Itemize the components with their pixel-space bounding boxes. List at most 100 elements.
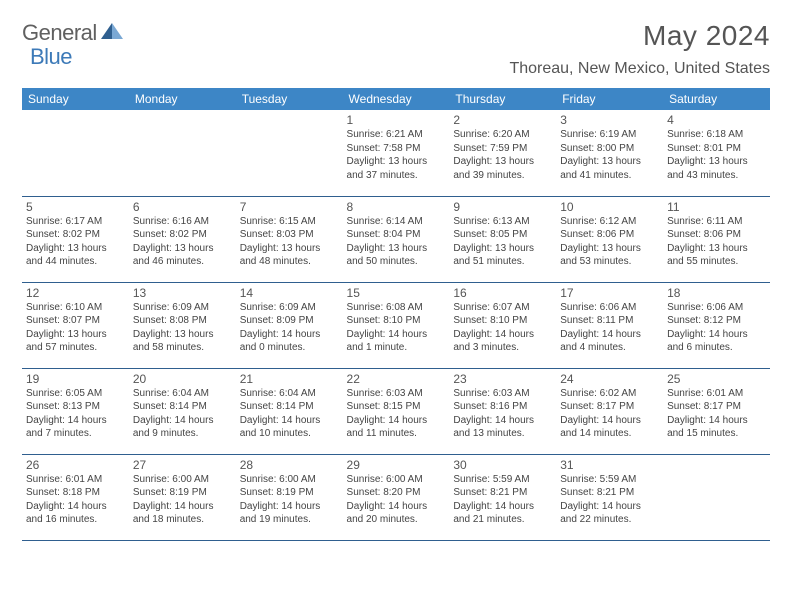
cell-sunrise: Sunrise: 6:20 AM [453,128,552,142]
calendar-body: 1Sunrise: 6:21 AMSunset: 7:58 PMDaylight… [22,110,770,540]
day-number: 25 [667,372,766,386]
calendar-cell: 31Sunrise: 5:59 AMSunset: 8:21 PMDayligh… [556,454,663,540]
brand-part1: General [22,20,97,46]
cell-sunrise: Sunrise: 6:03 AM [453,387,552,401]
cell-sunset: Sunset: 8:03 PM [240,228,339,242]
cell-daylight2: and 15 minutes. [667,427,766,441]
calendar-row: 19Sunrise: 6:05 AMSunset: 8:13 PMDayligh… [22,368,770,454]
cell-daylight1: Daylight: 14 hours [133,500,232,514]
cell-sunset: Sunset: 7:58 PM [347,142,446,156]
day-number: 7 [240,200,339,214]
calendar-cell: 24Sunrise: 6:02 AMSunset: 8:17 PMDayligh… [556,368,663,454]
cell-daylight1: Daylight: 13 hours [240,242,339,256]
day-number: 30 [453,458,552,472]
cell-daylight2: and 4 minutes. [560,341,659,355]
cell-sunset: Sunset: 8:00 PM [560,142,659,156]
cell-daylight1: Daylight: 14 hours [453,500,552,514]
day-number: 8 [347,200,446,214]
cell-daylight2: and 10 minutes. [240,427,339,441]
cell-sunrise: Sunrise: 6:03 AM [347,387,446,401]
calendar-cell: 28Sunrise: 6:00 AMSunset: 8:19 PMDayligh… [236,454,343,540]
cell-daylight2: and 3 minutes. [453,341,552,355]
dayheader-tue: Tuesday [236,88,343,110]
title-block: May 2024 Thoreau, New Mexico, United Sta… [509,20,770,78]
dayheader-mon: Monday [129,88,236,110]
calendar-cell: 30Sunrise: 5:59 AMSunset: 8:21 PMDayligh… [449,454,556,540]
calendar-cell: 17Sunrise: 6:06 AMSunset: 8:11 PMDayligh… [556,282,663,368]
cell-daylight2: and 43 minutes. [667,169,766,183]
cell-daylight1: Daylight: 14 hours [240,328,339,342]
dayheader-fri: Friday [556,88,663,110]
cell-daylight1: Daylight: 14 hours [240,500,339,514]
calendar-row: 1Sunrise: 6:21 AMSunset: 7:58 PMDaylight… [22,110,770,196]
calendar-cell: 26Sunrise: 6:01 AMSunset: 8:18 PMDayligh… [22,454,129,540]
cell-daylight2: and 37 minutes. [347,169,446,183]
day-number: 22 [347,372,446,386]
day-number: 21 [240,372,339,386]
day-number: 6 [133,200,232,214]
cell-sunrise: Sunrise: 6:19 AM [560,128,659,142]
cell-sunrise: Sunrise: 5:59 AM [560,473,659,487]
cell-daylight1: Daylight: 13 hours [26,328,125,342]
cell-daylight2: and 51 minutes. [453,255,552,269]
cell-daylight1: Daylight: 13 hours [26,242,125,256]
cell-daylight2: and 1 minute. [347,341,446,355]
cell-daylight1: Daylight: 14 hours [26,500,125,514]
day-number: 29 [347,458,446,472]
calendar-cell: 6Sunrise: 6:16 AMSunset: 8:02 PMDaylight… [129,196,236,282]
cell-daylight1: Daylight: 14 hours [560,414,659,428]
cell-sunrise: Sunrise: 6:00 AM [133,473,232,487]
cell-sunset: Sunset: 8:08 PM [133,314,232,328]
cell-sunrise: Sunrise: 6:14 AM [347,215,446,229]
cell-sunset: Sunset: 8:17 PM [560,400,659,414]
cell-daylight2: and 20 minutes. [347,513,446,527]
cell-sunset: Sunset: 8:14 PM [133,400,232,414]
cell-daylight1: Daylight: 14 hours [26,414,125,428]
cell-daylight2: and 44 minutes. [26,255,125,269]
cell-daylight1: Daylight: 13 hours [453,155,552,169]
brand-logo: General [22,20,125,46]
cell-daylight1: Daylight: 13 hours [560,155,659,169]
cell-sunrise: Sunrise: 6:00 AM [240,473,339,487]
cell-sunset: Sunset: 8:10 PM [453,314,552,328]
calendar-cell: 20Sunrise: 6:04 AMSunset: 8:14 PMDayligh… [129,368,236,454]
cell-daylight2: and 9 minutes. [133,427,232,441]
calendar-cell: 4Sunrise: 6:18 AMSunset: 8:01 PMDaylight… [663,110,770,196]
cell-daylight1: Daylight: 14 hours [133,414,232,428]
cell-sunrise: Sunrise: 5:59 AM [453,473,552,487]
calendar-cell: 12Sunrise: 6:10 AMSunset: 8:07 PMDayligh… [22,282,129,368]
brand-part2-wrap: Blue [30,44,72,70]
cell-daylight1: Daylight: 13 hours [667,155,766,169]
cell-sunset: Sunset: 8:06 PM [667,228,766,242]
calendar-cell [22,110,129,196]
day-number: 3 [560,113,659,127]
cell-daylight1: Daylight: 13 hours [667,242,766,256]
header: General May 2024 Thoreau, New Mexico, Un… [0,0,792,78]
cell-daylight1: Daylight: 14 hours [240,414,339,428]
cell-sunset: Sunset: 8:09 PM [240,314,339,328]
cell-daylight1: Daylight: 13 hours [133,328,232,342]
cell-sunset: Sunset: 8:17 PM [667,400,766,414]
day-number: 9 [453,200,552,214]
calendar-cell: 15Sunrise: 6:08 AMSunset: 8:10 PMDayligh… [343,282,450,368]
cell-daylight1: Daylight: 13 hours [347,155,446,169]
day-number: 15 [347,286,446,300]
cell-sunrise: Sunrise: 6:09 AM [133,301,232,315]
cell-daylight1: Daylight: 13 hours [347,242,446,256]
cell-sunset: Sunset: 8:14 PM [240,400,339,414]
cell-sunrise: Sunrise: 6:13 AM [453,215,552,229]
cell-daylight1: Daylight: 14 hours [560,500,659,514]
day-number: 16 [453,286,552,300]
day-number: 13 [133,286,232,300]
day-number: 18 [667,286,766,300]
dayheader-wed: Wednesday [343,88,450,110]
calendar-cell: 7Sunrise: 6:15 AMSunset: 8:03 PMDaylight… [236,196,343,282]
cell-daylight2: and 19 minutes. [240,513,339,527]
brand-triangle-icon [101,23,123,44]
calendar-cell [129,110,236,196]
day-number: 23 [453,372,552,386]
cell-daylight2: and 48 minutes. [240,255,339,269]
day-number: 19 [26,372,125,386]
cell-daylight2: and 6 minutes. [667,341,766,355]
cell-daylight1: Daylight: 14 hours [667,328,766,342]
